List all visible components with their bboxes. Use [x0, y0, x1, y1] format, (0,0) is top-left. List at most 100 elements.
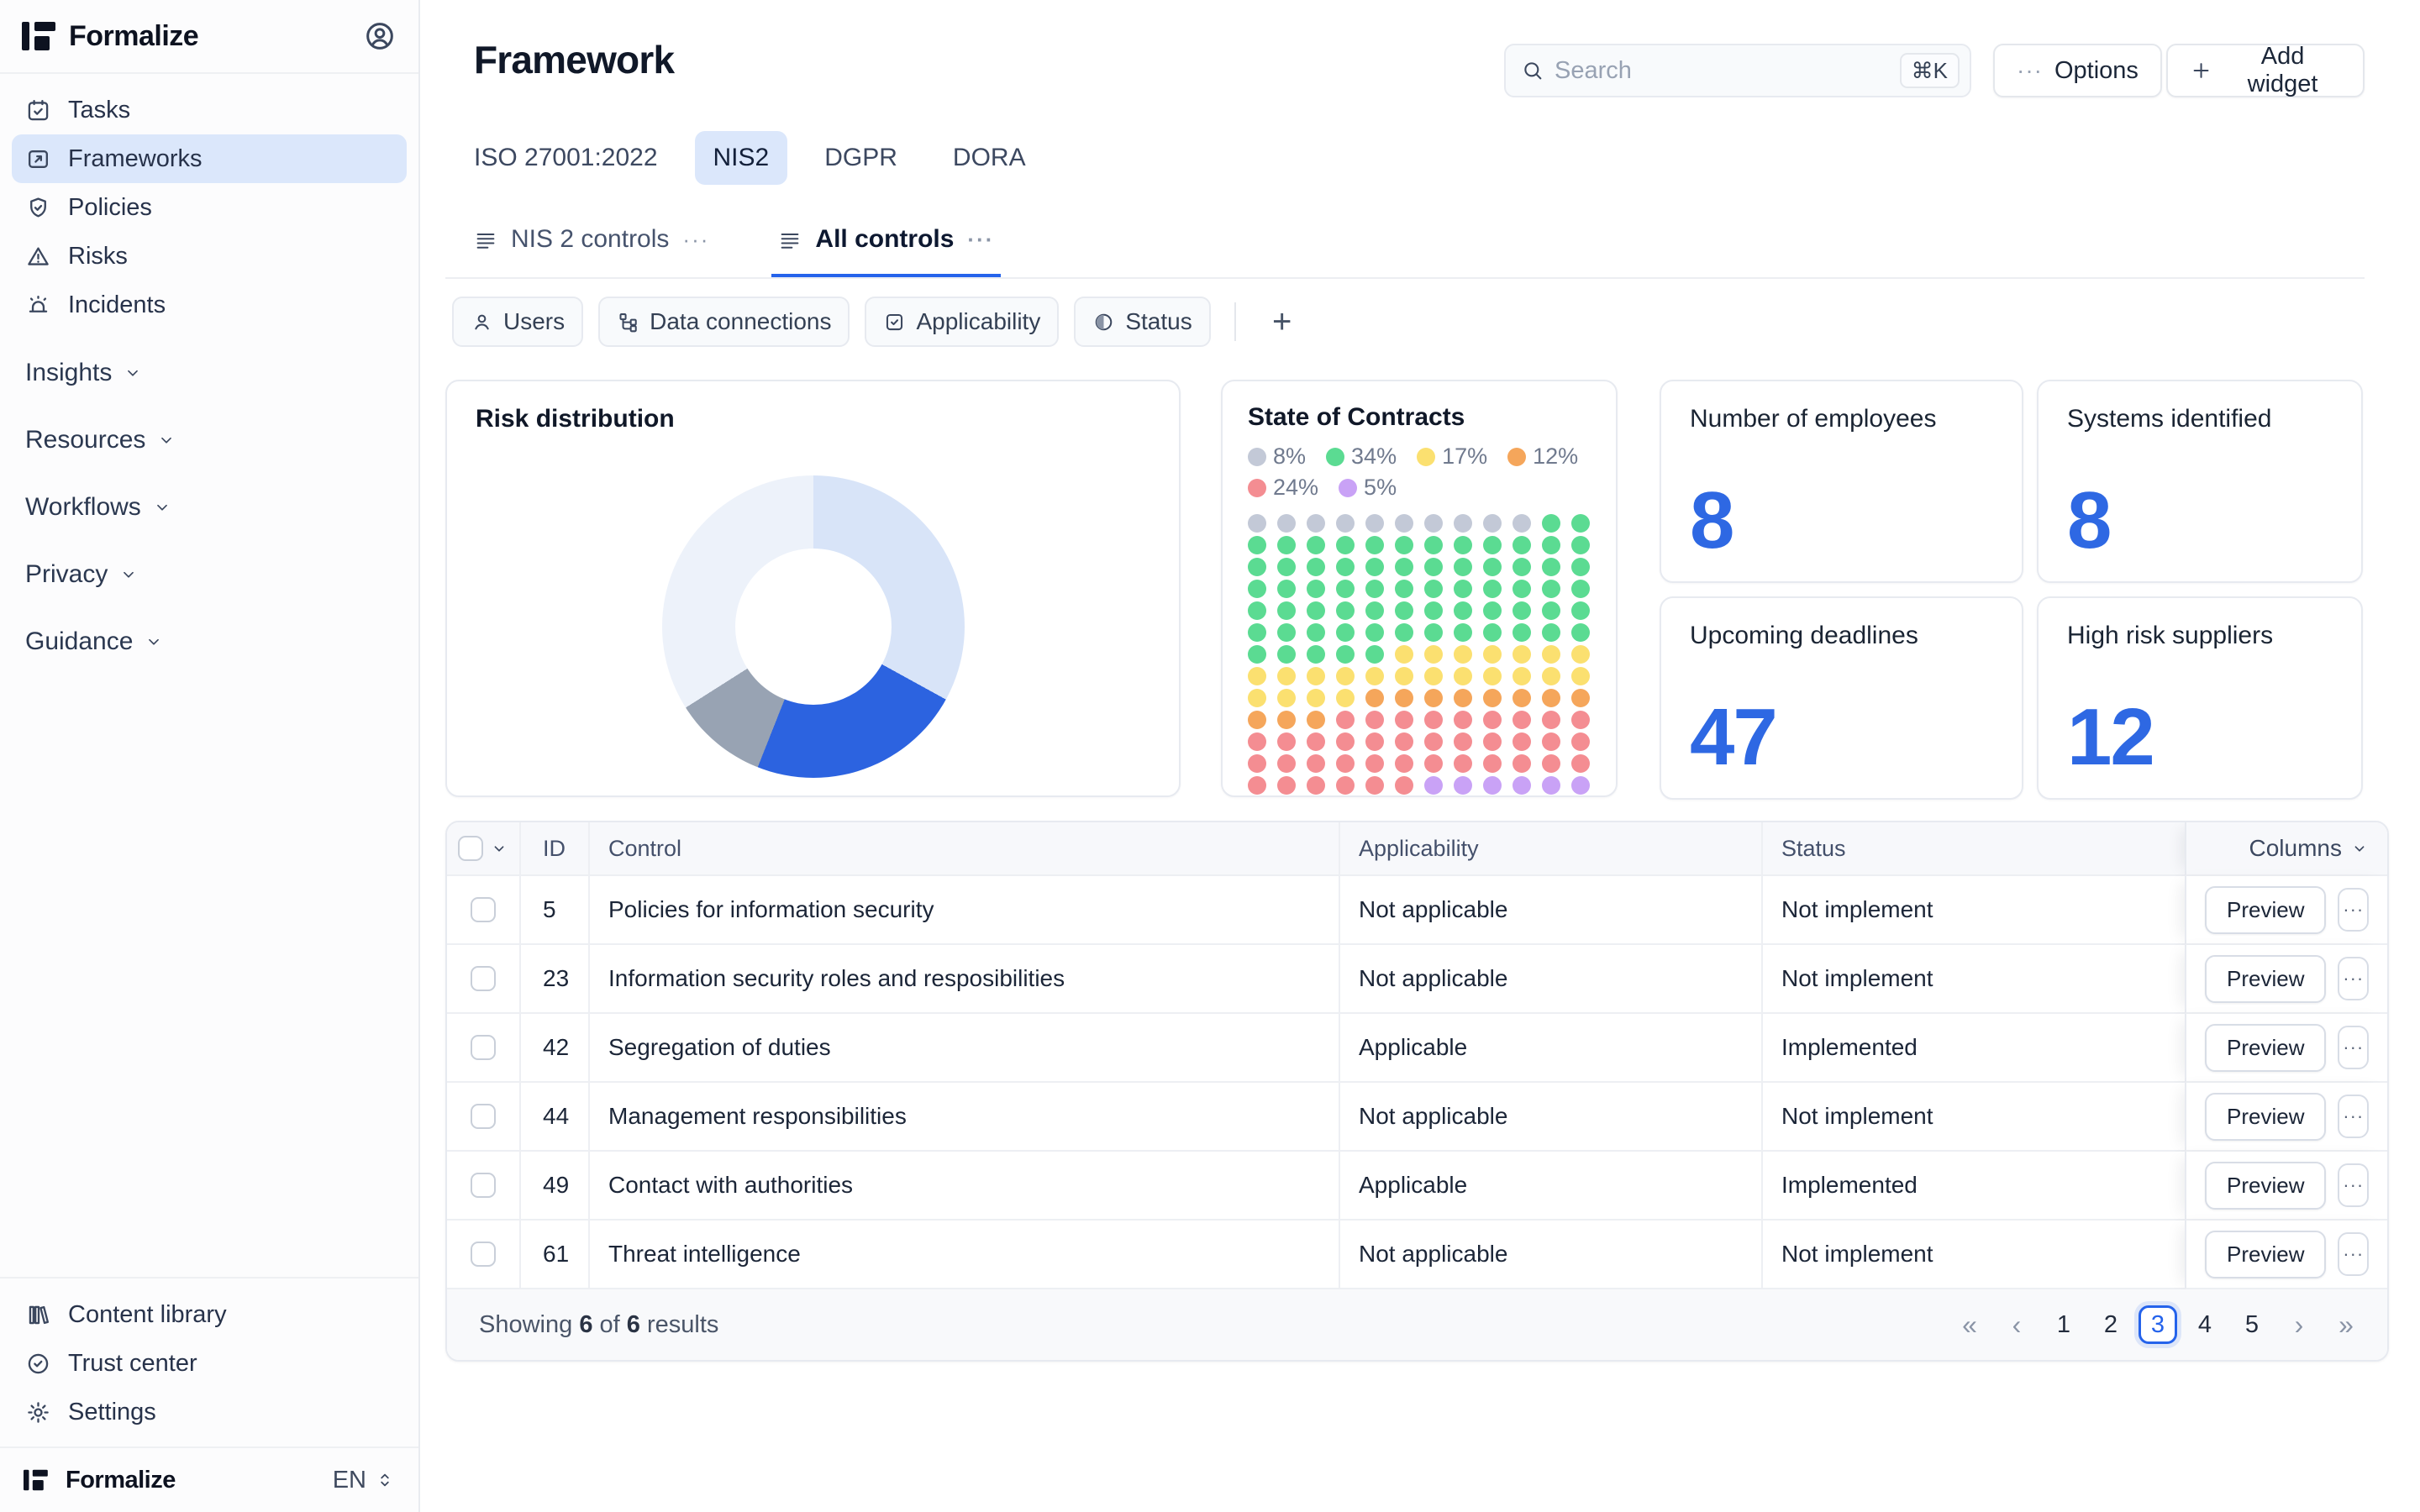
- column-header-applicability[interactable]: Applicability: [1340, 822, 1763, 876]
- page-button-5[interactable]: 5: [2244, 1310, 2260, 1338]
- contract-dot-green: [1454, 536, 1472, 554]
- tab-dora[interactable]: DORA: [952, 144, 1026, 171]
- preview-button[interactable]: Preview: [2205, 1023, 2327, 1072]
- row-checkbox[interactable]: [471, 1035, 496, 1060]
- sidebar-item-settings[interactable]: Settings: [12, 1388, 407, 1436]
- contract-dot-green: [1454, 601, 1472, 620]
- row-checkbox[interactable]: [471, 1173, 496, 1198]
- row-checkbox[interactable]: [471, 1242, 496, 1267]
- contract-dot-green: [1307, 623, 1325, 642]
- badge-check-icon: [28, 1353, 49, 1373]
- last-page-button[interactable]: »: [2338, 1309, 2354, 1340]
- row-checkbox[interactable]: [471, 966, 496, 991]
- row-menu-button[interactable]: ···: [2338, 1026, 2369, 1069]
- contract-dot-grey: [1512, 514, 1531, 533]
- sidebar-section-insights[interactable]: Insights: [0, 339, 418, 407]
- legend-item: 24%: [1248, 475, 1318, 501]
- alert-triangle-icon: [28, 247, 49, 265]
- sidebar-item-trust-center[interactable]: Trust center: [12, 1339, 407, 1388]
- first-page-button[interactable]: «: [1962, 1309, 1977, 1340]
- preview-button[interactable]: Preview: [2205, 954, 2327, 1003]
- contract-dot-orange: [1542, 689, 1560, 707]
- preview-button[interactable]: Preview: [2205, 885, 2327, 934]
- page-button-3-active[interactable]: 3: [2139, 1305, 2177, 1344]
- row-checkbox[interactable]: [471, 897, 496, 922]
- select-all-checkbox[interactable]: [458, 836, 483, 861]
- contract-dot-green: [1248, 558, 1266, 576]
- row-menu-button[interactable]: ···: [2338, 1095, 2369, 1138]
- sidebar-item-tasks[interactable]: Tasks: [12, 86, 407, 134]
- sidebar-item-frameworks[interactable]: Frameworks: [12, 134, 407, 183]
- ellipsis-icon: ···: [2017, 57, 2043, 83]
- legend-dot-green: [1326, 447, 1345, 466]
- tab-all-controls[interactable]: All controls ···: [771, 220, 1001, 279]
- sidebar-section-guidance[interactable]: Guidance: [0, 608, 418, 675]
- row-menu-button[interactable]: ···: [2338, 888, 2369, 932]
- cell-status: Implemented: [1763, 1014, 2185, 1083]
- row-actions: Preview ···: [2185, 1083, 2387, 1152]
- tab-iso-27001[interactable]: ISO 27001:2022: [474, 144, 658, 171]
- footer-brand-name: Formalize: [66, 1466, 176, 1494]
- row-menu-button[interactable]: ···: [2338, 1163, 2369, 1207]
- options-button[interactable]: ··· Options: [1993, 44, 2162, 97]
- chevron-down-icon[interactable]: [490, 839, 508, 858]
- tab-nis2-controls[interactable]: NIS 2 controls ···: [467, 220, 716, 279]
- sidebar-item-incidents[interactable]: Incidents: [12, 281, 407, 329]
- sidebar-item-policies[interactable]: Policies: [12, 183, 407, 232]
- tab-more-icon[interactable]: ···: [682, 227, 710, 252]
- add-filter-button[interactable]: +: [1272, 302, 1292, 340]
- sidebar-item-risks[interactable]: Risks: [12, 232, 407, 281]
- column-header-id[interactable]: ID: [521, 822, 590, 876]
- contract-dot-green: [1424, 558, 1443, 576]
- columns-button[interactable]: Columns: [2185, 822, 2387, 876]
- legend-label: 34%: [1351, 444, 1397, 469]
- contract-dot-green: [1571, 623, 1590, 642]
- table-row-select: [447, 1221, 521, 1289]
- preview-button[interactable]: Preview: [2205, 1092, 2327, 1141]
- page-button-1[interactable]: 1: [2056, 1310, 2071, 1338]
- filter-chip-users[interactable]: Users: [452, 297, 584, 347]
- row-actions: Preview ···: [2185, 876, 2387, 945]
- filter-chip-applicability[interactable]: Applicability: [865, 297, 1060, 347]
- contract-dot-green: [1571, 601, 1590, 620]
- contract-dot-green: [1512, 623, 1531, 642]
- sidebar-section-workflows[interactable]: Workflows: [0, 474, 418, 541]
- tab-dgpr[interactable]: DGPR: [824, 144, 897, 171]
- language-selector[interactable]: EN: [333, 1467, 395, 1494]
- stat-card-deadlines: Upcoming deadlines 47: [1660, 596, 2023, 800]
- preview-button[interactable]: Preview: [2205, 1230, 2327, 1278]
- contracts-legend: 8% 34% 17% 12% 24% 5%: [1248, 444, 1592, 501]
- row-menu-button[interactable]: ···: [2338, 957, 2369, 1000]
- search-input[interactable]: [1555, 56, 1890, 85]
- filter-chip-status[interactable]: Status: [1074, 297, 1211, 347]
- sidebar-nav: Tasks Frameworks Policies Risks Incident…: [0, 74, 418, 329]
- cell-status: Not implement: [1763, 1083, 2185, 1152]
- contract-dot-red: [1424, 711, 1443, 729]
- sidebar-section-privacy[interactable]: Privacy: [0, 541, 418, 608]
- tab-nis2[interactable]: NIS2: [694, 131, 788, 185]
- contract-dot-purple: [1571, 776, 1590, 795]
- sidebar-section-resources[interactable]: Resources: [0, 407, 418, 474]
- account-button[interactable]: [363, 19, 397, 53]
- column-header-status[interactable]: Status: [1763, 822, 2185, 876]
- row-menu-button[interactable]: ···: [2338, 1232, 2369, 1276]
- search-box[interactable]: ⌘K: [1504, 44, 1971, 97]
- prev-page-button[interactable]: ‹: [2012, 1309, 2022, 1340]
- row-checkbox[interactable]: [471, 1104, 496, 1129]
- contract-dot-yellow: [1571, 667, 1590, 685]
- add-widget-button[interactable]: Add widget: [2166, 43, 2365, 97]
- contract-dot-green: [1365, 645, 1384, 664]
- filter-chip-label: Applicability: [916, 308, 1041, 334]
- filter-chip-data-connections[interactable]: Data connections: [598, 297, 850, 347]
- tab-more-icon[interactable]: ···: [967, 227, 995, 252]
- preview-button[interactable]: Preview: [2205, 1161, 2327, 1210]
- page-button-2[interactable]: 2: [2103, 1310, 2118, 1338]
- page-button-4[interactable]: 4: [2197, 1310, 2212, 1338]
- stat-value: 8: [2067, 475, 2112, 565]
- sidebar-item-content-library[interactable]: Content library: [12, 1290, 407, 1339]
- next-page-button[interactable]: ›: [2294, 1309, 2304, 1340]
- contract-dot-green: [1424, 623, 1443, 642]
- column-header-control[interactable]: Control: [590, 822, 1340, 876]
- gear-icon: [28, 1401, 49, 1423]
- contract-dot-yellow: [1512, 667, 1531, 685]
